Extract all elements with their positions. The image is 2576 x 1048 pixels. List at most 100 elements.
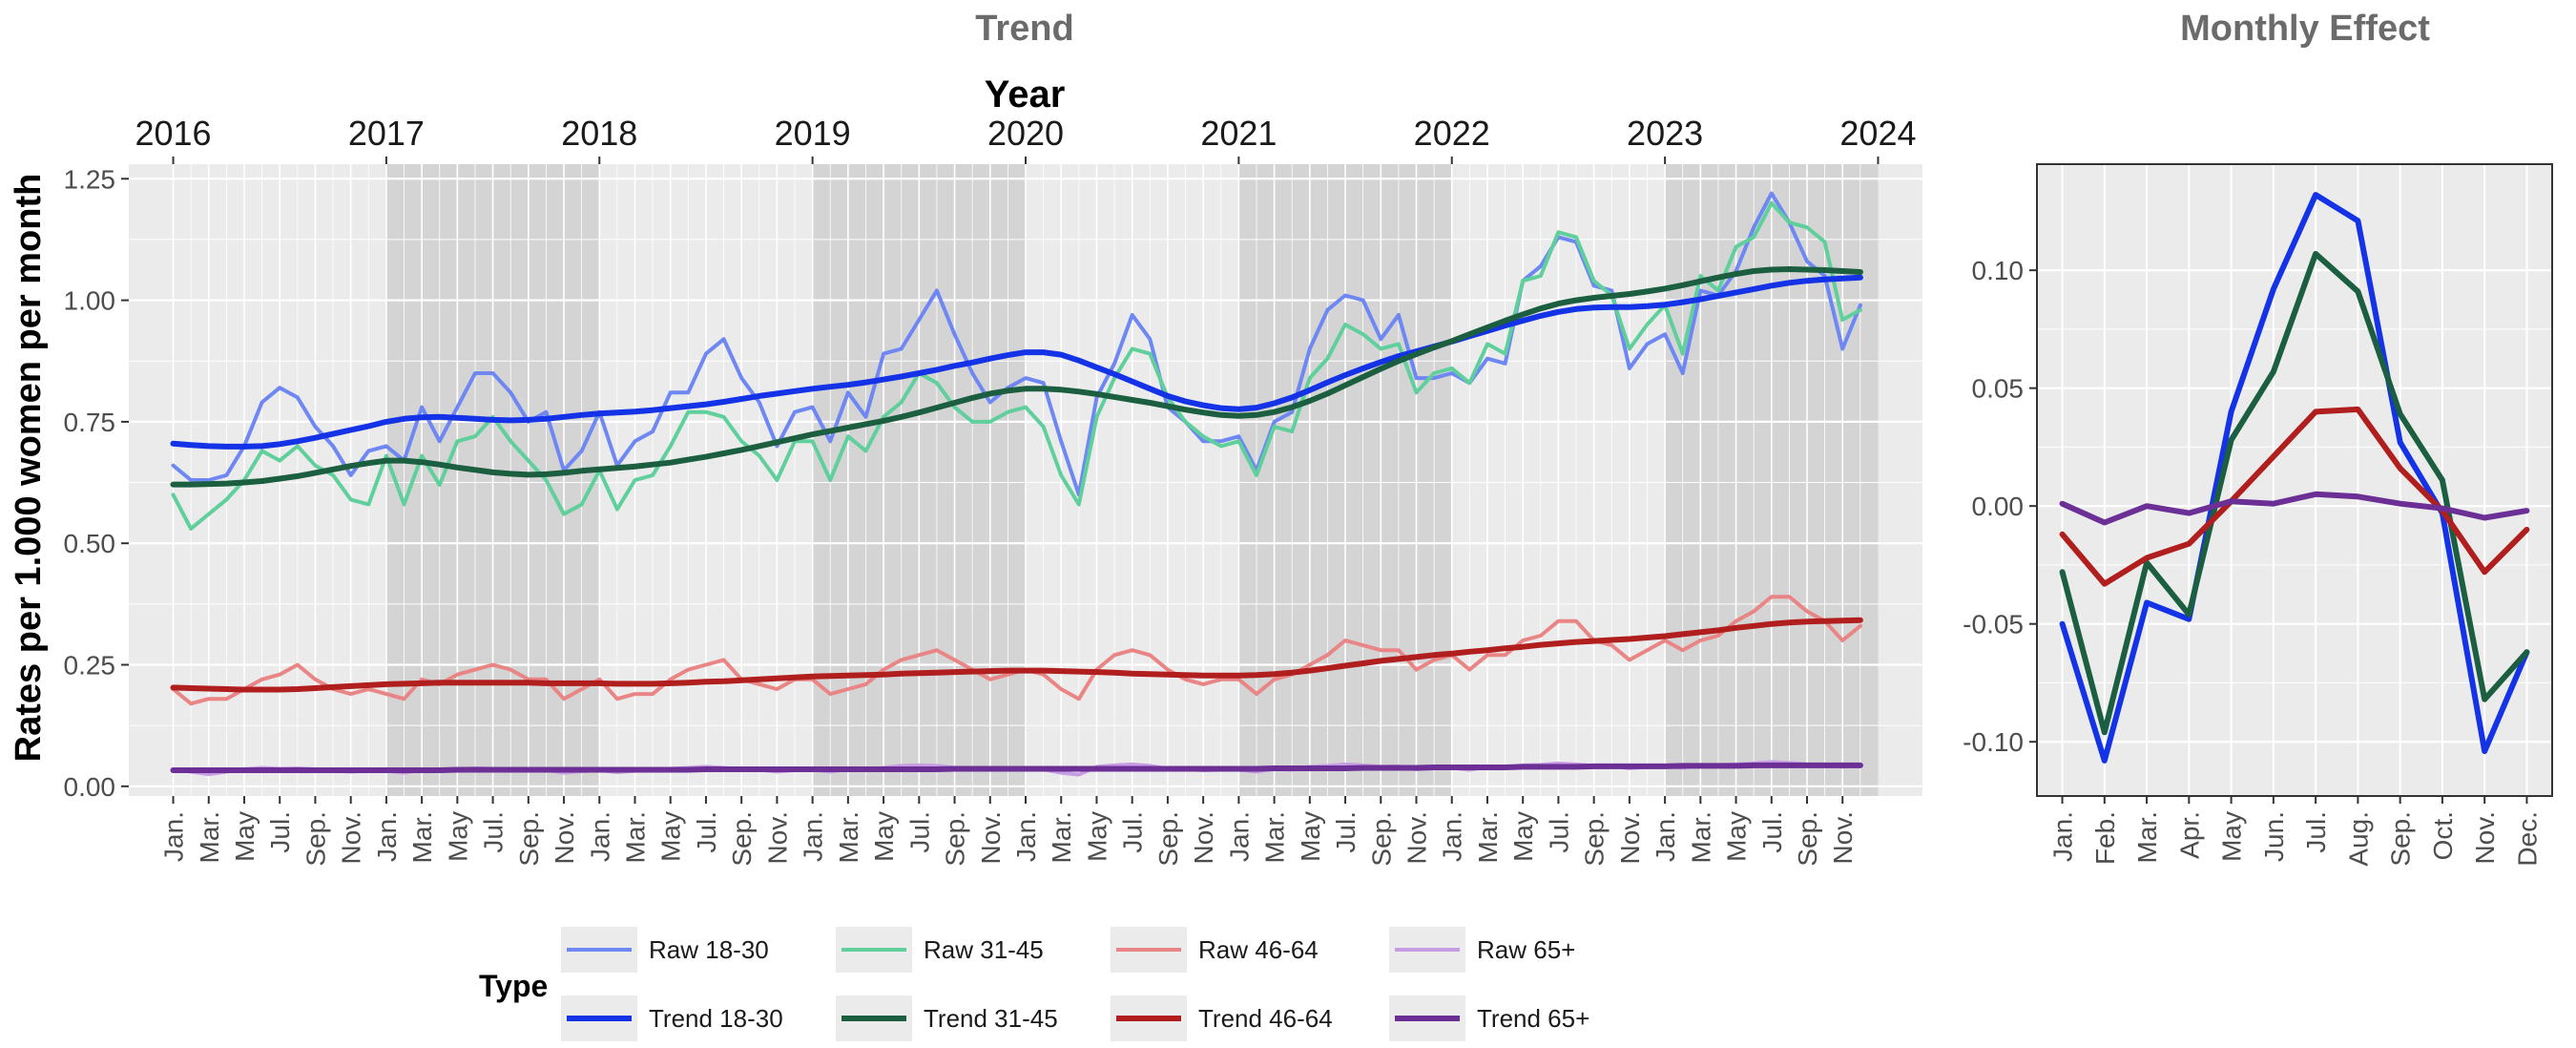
month-tick-label: Mar. — [2132, 811, 2162, 863]
year-tick-label: 2024 — [1839, 114, 1916, 153]
monthly-effect-panel: Monthly Effect -0.10 -0.05 0.00 0.05 0.10 Jan… — [1963, 9, 2553, 867]
month-tick-label: May — [1296, 811, 1325, 862]
year-tick-label: 2021 — [1200, 114, 1277, 153]
month-tick-label: Jul. — [1118, 811, 1148, 853]
monthly-axes: -0.10 -0.05 0.00 0.05 0.10 Jan. Feb. Mar. Apr. Ma… — [1963, 256, 2542, 866]
legend-title: Type — [479, 969, 548, 1003]
month-tick-label: Sep. — [514, 811, 544, 867]
series-line-trend-18-30 — [170, 274, 1863, 450]
month-tick-label: Nov. — [2470, 811, 2500, 865]
monthly-panel-border — [2036, 163, 2553, 797]
series-line-trend-46-64 — [170, 617, 1863, 693]
y-tick-label: 0.10 — [1972, 256, 2025, 285]
y-tick-label: -0.05 — [1963, 610, 2024, 639]
month-tick-label: Jan. — [2048, 811, 2078, 862]
y-tick-label: 0.50 — [64, 529, 116, 558]
monthly-line-46-64 — [2059, 406, 2530, 587]
top-axis-title: Year — [985, 73, 1066, 115]
month-tick-label: Sep. — [1793, 811, 1822, 867]
month-tick-label: May — [869, 811, 899, 862]
month-tick-label: Nov. — [1615, 811, 1645, 865]
y-tick-label: 0.75 — [64, 408, 116, 437]
legend-label: Trend 18-30 — [649, 1004, 783, 1033]
month-tick-label: Sep. — [727, 811, 757, 867]
month-tick-label: Jan. — [1011, 811, 1041, 862]
y-tick-label: 0.05 — [1972, 374, 2025, 404]
month-tick-label: Mar. — [1686, 811, 1715, 863]
month-tick-label: May — [2217, 811, 2247, 862]
y-tick-label: -0.10 — [1963, 727, 2024, 757]
month-tick-label: Apr. — [2174, 811, 2204, 859]
monthly-line-65plus — [2059, 491, 2530, 526]
month-tick-label: Mar. — [195, 811, 224, 863]
y-axis-title: Rates per 1.000 women per month — [9, 174, 49, 763]
month-tick-label: May — [1722, 811, 1752, 862]
month-tick-label: Nov. — [976, 811, 1006, 865]
trend-panel-title: Trend — [975, 9, 1073, 49]
month-tick-label: Jan. — [585, 811, 614, 862]
legend-label: Raw 46-64 — [1198, 935, 1319, 964]
legend-label: Trend 31-45 — [924, 1004, 1058, 1033]
month-tick-label: Nov. — [762, 811, 792, 865]
month-tick-label: Jul. — [1757, 811, 1787, 853]
trend-series-lines — [170, 191, 1863, 777]
month-tick-label: May — [1508, 811, 1538, 862]
series-line-trend-65plus — [170, 762, 1863, 773]
y-tick-label: 0.25 — [64, 651, 116, 681]
y-tick-label: 1.00 — [64, 286, 116, 316]
month-tick-label: Jan. — [1438, 811, 1467, 862]
legend: Type Raw 18-30 Raw 31-45 Raw 46-64 Raw 65+ T… — [479, 927, 1589, 1041]
month-tick-label: Jan. — [799, 811, 828, 862]
series-line-trend-31-45 — [170, 266, 1863, 488]
month-tick-label: Dec. — [2512, 811, 2542, 867]
month-tick-label: Mar. — [1260, 811, 1290, 863]
month-tick-label: Jul. — [479, 811, 509, 853]
month-tick-label: Jan. — [372, 811, 402, 862]
month-tick-label: Nov. — [1828, 811, 1858, 865]
y-tick-label: 0.00 — [1972, 492, 2025, 521]
month-tick-label: Jan. — [1651, 811, 1680, 862]
month-tick-label: Jul. — [1331, 811, 1361, 853]
legend-label: Raw 65+ — [1477, 935, 1575, 964]
month-tick-label: Jan. — [1224, 811, 1254, 862]
monthly-line-18-30 — [2059, 192, 2530, 764]
month-tick-label: Sep. — [1366, 811, 1396, 867]
y-tick-label: 0.00 — [64, 772, 116, 802]
month-tick-label: Nov. — [1402, 811, 1432, 865]
month-tick-label: May — [443, 811, 472, 862]
trend-panel: Trend Year Rates per 1.000 women per mon… — [9, 9, 1922, 867]
month-tick-label: May — [230, 811, 260, 862]
year-tick-label: 2020 — [987, 114, 1064, 153]
month-tick-label: Sep. — [1153, 811, 1183, 867]
month-tick-label: Nov. — [337, 811, 366, 865]
month-tick-label: Jul. — [1544, 811, 1573, 853]
year-tick-label: 2023 — [1627, 114, 1703, 153]
month-tick-label: Feb. — [2090, 811, 2120, 865]
month-tick-label: Mar. — [1047, 811, 1076, 863]
month-tick-label: Nov. — [550, 811, 579, 865]
month-tick-label: Jul. — [904, 811, 934, 853]
month-tick-label: May — [656, 811, 686, 862]
month-tick-label: Sep. — [1580, 811, 1610, 867]
trend-axes: 0.00 0.25 0.50 0.75 1.00 1.25 2016 2017 2018 2019… — [64, 114, 1917, 867]
legend-label: Trend 46-64 — [1198, 1004, 1333, 1033]
month-tick-label: Jan. — [159, 811, 189, 862]
monthly-series-lines — [2059, 192, 2530, 764]
month-tick-label: Sep. — [301, 811, 330, 867]
year-tick-label: 2017 — [348, 114, 425, 153]
month-tick-label: Jun. — [2259, 811, 2289, 862]
legend-label: Trend 65+ — [1477, 1004, 1589, 1033]
month-tick-label: Jul. — [265, 811, 295, 853]
month-tick-label: Nov. — [1189, 811, 1218, 865]
month-tick-label: May — [1082, 811, 1111, 862]
month-tick-label: Mar. — [620, 811, 650, 863]
year-tick-label: 2019 — [775, 114, 851, 153]
month-tick-label: Aug. — [2343, 811, 2373, 867]
year-tick-label: 2016 — [135, 114, 211, 153]
legend-label: Raw 31-45 — [924, 935, 1044, 964]
year-tick-label: 2018 — [561, 114, 637, 153]
month-tick-label: Mar. — [834, 811, 863, 863]
year-tick-label: 2022 — [1414, 114, 1490, 153]
month-tick-label: Sep. — [941, 811, 970, 867]
